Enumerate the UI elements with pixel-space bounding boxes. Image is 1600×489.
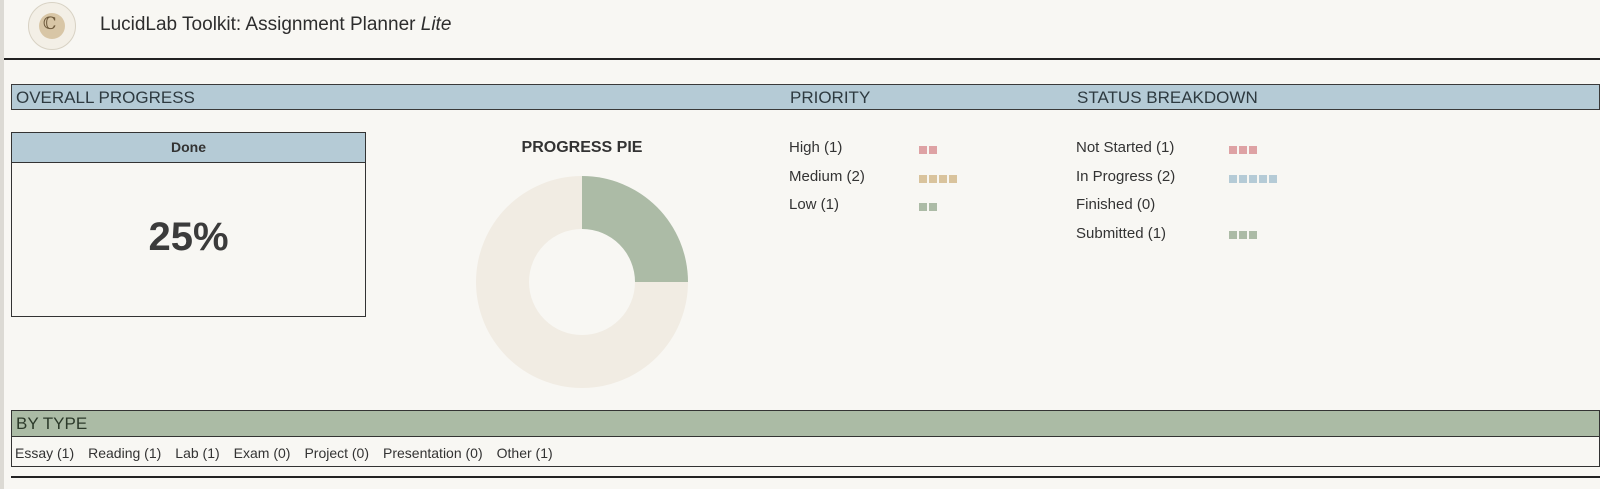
count-block bbox=[1239, 175, 1247, 183]
done-card: Done 25% bbox=[11, 132, 366, 317]
app-title-text: LucidLab Toolkit: Assignment Planner bbox=[100, 14, 416, 35]
app-title: LucidLab Toolkit: Assignment Planner Lit… bbox=[100, 14, 451, 36]
priority-low-label: Low (1) bbox=[789, 196, 840, 213]
footer-divider bbox=[11, 476, 1600, 478]
section-header-band: OVERALL PROGRESS PRIORITY STATUS BREAKDO… bbox=[11, 84, 1600, 110]
type-other: Other (1) bbox=[496, 445, 553, 461]
overall-progress-heading: OVERALL PROGRESS bbox=[16, 88, 195, 107]
window-left-edge bbox=[0, 0, 4, 489]
type-list: Essay (1) Reading (1) Lab (1) Exam (0) P… bbox=[12, 437, 1599, 461]
status-in-progress-blocks bbox=[1229, 175, 1277, 183]
priority-heading: PRIORITY bbox=[790, 88, 871, 107]
count-block bbox=[929, 146, 937, 154]
header-divider bbox=[4, 58, 1600, 60]
priority-medium-blocks bbox=[919, 175, 957, 183]
progress-pie-chart bbox=[476, 176, 688, 388]
status-submitted-blocks bbox=[1229, 231, 1257, 239]
count-block bbox=[1269, 175, 1277, 183]
type-lab: Lab (1) bbox=[175, 445, 220, 461]
status-not-started-label: Not Started (1) bbox=[1076, 139, 1175, 156]
priority-high-label: High (1) bbox=[789, 139, 843, 156]
status-submitted-label: Submitted (1) bbox=[1076, 225, 1167, 242]
type-reading: Reading (1) bbox=[88, 445, 162, 461]
app-title-suffix: Lite bbox=[420, 14, 452, 35]
count-block bbox=[1229, 146, 1237, 154]
count-block bbox=[1259, 175, 1267, 183]
status-in-progress-label: In Progress (2) bbox=[1076, 168, 1176, 185]
count-block bbox=[1239, 146, 1247, 154]
logo-emblem-icon: ℂ bbox=[39, 13, 65, 39]
type-presentation: Presentation (0) bbox=[383, 445, 483, 461]
count-block bbox=[1239, 231, 1247, 239]
count-block bbox=[939, 175, 947, 183]
count-block bbox=[919, 203, 927, 211]
count-block bbox=[1249, 231, 1257, 239]
count-block bbox=[949, 175, 957, 183]
done-card-value: 25% bbox=[148, 215, 229, 259]
count-block bbox=[929, 175, 937, 183]
type-exam: Exam (0) bbox=[233, 445, 291, 461]
priority-high-blocks bbox=[919, 146, 937, 154]
app-header: ℂ LucidLab Toolkit: Assignment Planner L… bbox=[4, 0, 1600, 58]
type-essay: Essay (1) bbox=[15, 445, 75, 461]
by-type-panel: BY TYPE Essay (1) Reading (1) Lab (1) Ex… bbox=[11, 410, 1600, 467]
status-breakdown-heading: STATUS BREAKDOWN bbox=[1077, 88, 1258, 107]
count-block bbox=[1249, 175, 1257, 183]
status-finished-label: Finished (0) bbox=[1076, 196, 1156, 213]
count-block bbox=[919, 146, 927, 154]
status-not-started-blocks bbox=[1229, 146, 1257, 154]
count-block bbox=[1229, 175, 1237, 183]
by-type-heading: BY TYPE bbox=[12, 411, 1599, 437]
lucidlab-logo: ℂ bbox=[28, 2, 76, 50]
pie-center-hole bbox=[529, 229, 635, 335]
type-project: Project (0) bbox=[304, 445, 370, 461]
count-block bbox=[929, 203, 937, 211]
priority-medium-label: Medium (2) bbox=[789, 168, 865, 185]
priority-low-blocks bbox=[919, 203, 937, 211]
done-card-label: Done bbox=[12, 133, 365, 163]
count-block bbox=[1229, 231, 1237, 239]
count-block bbox=[1249, 146, 1257, 154]
progress-pie-title: PROGRESS PIE bbox=[521, 139, 643, 156]
count-block bbox=[919, 175, 927, 183]
